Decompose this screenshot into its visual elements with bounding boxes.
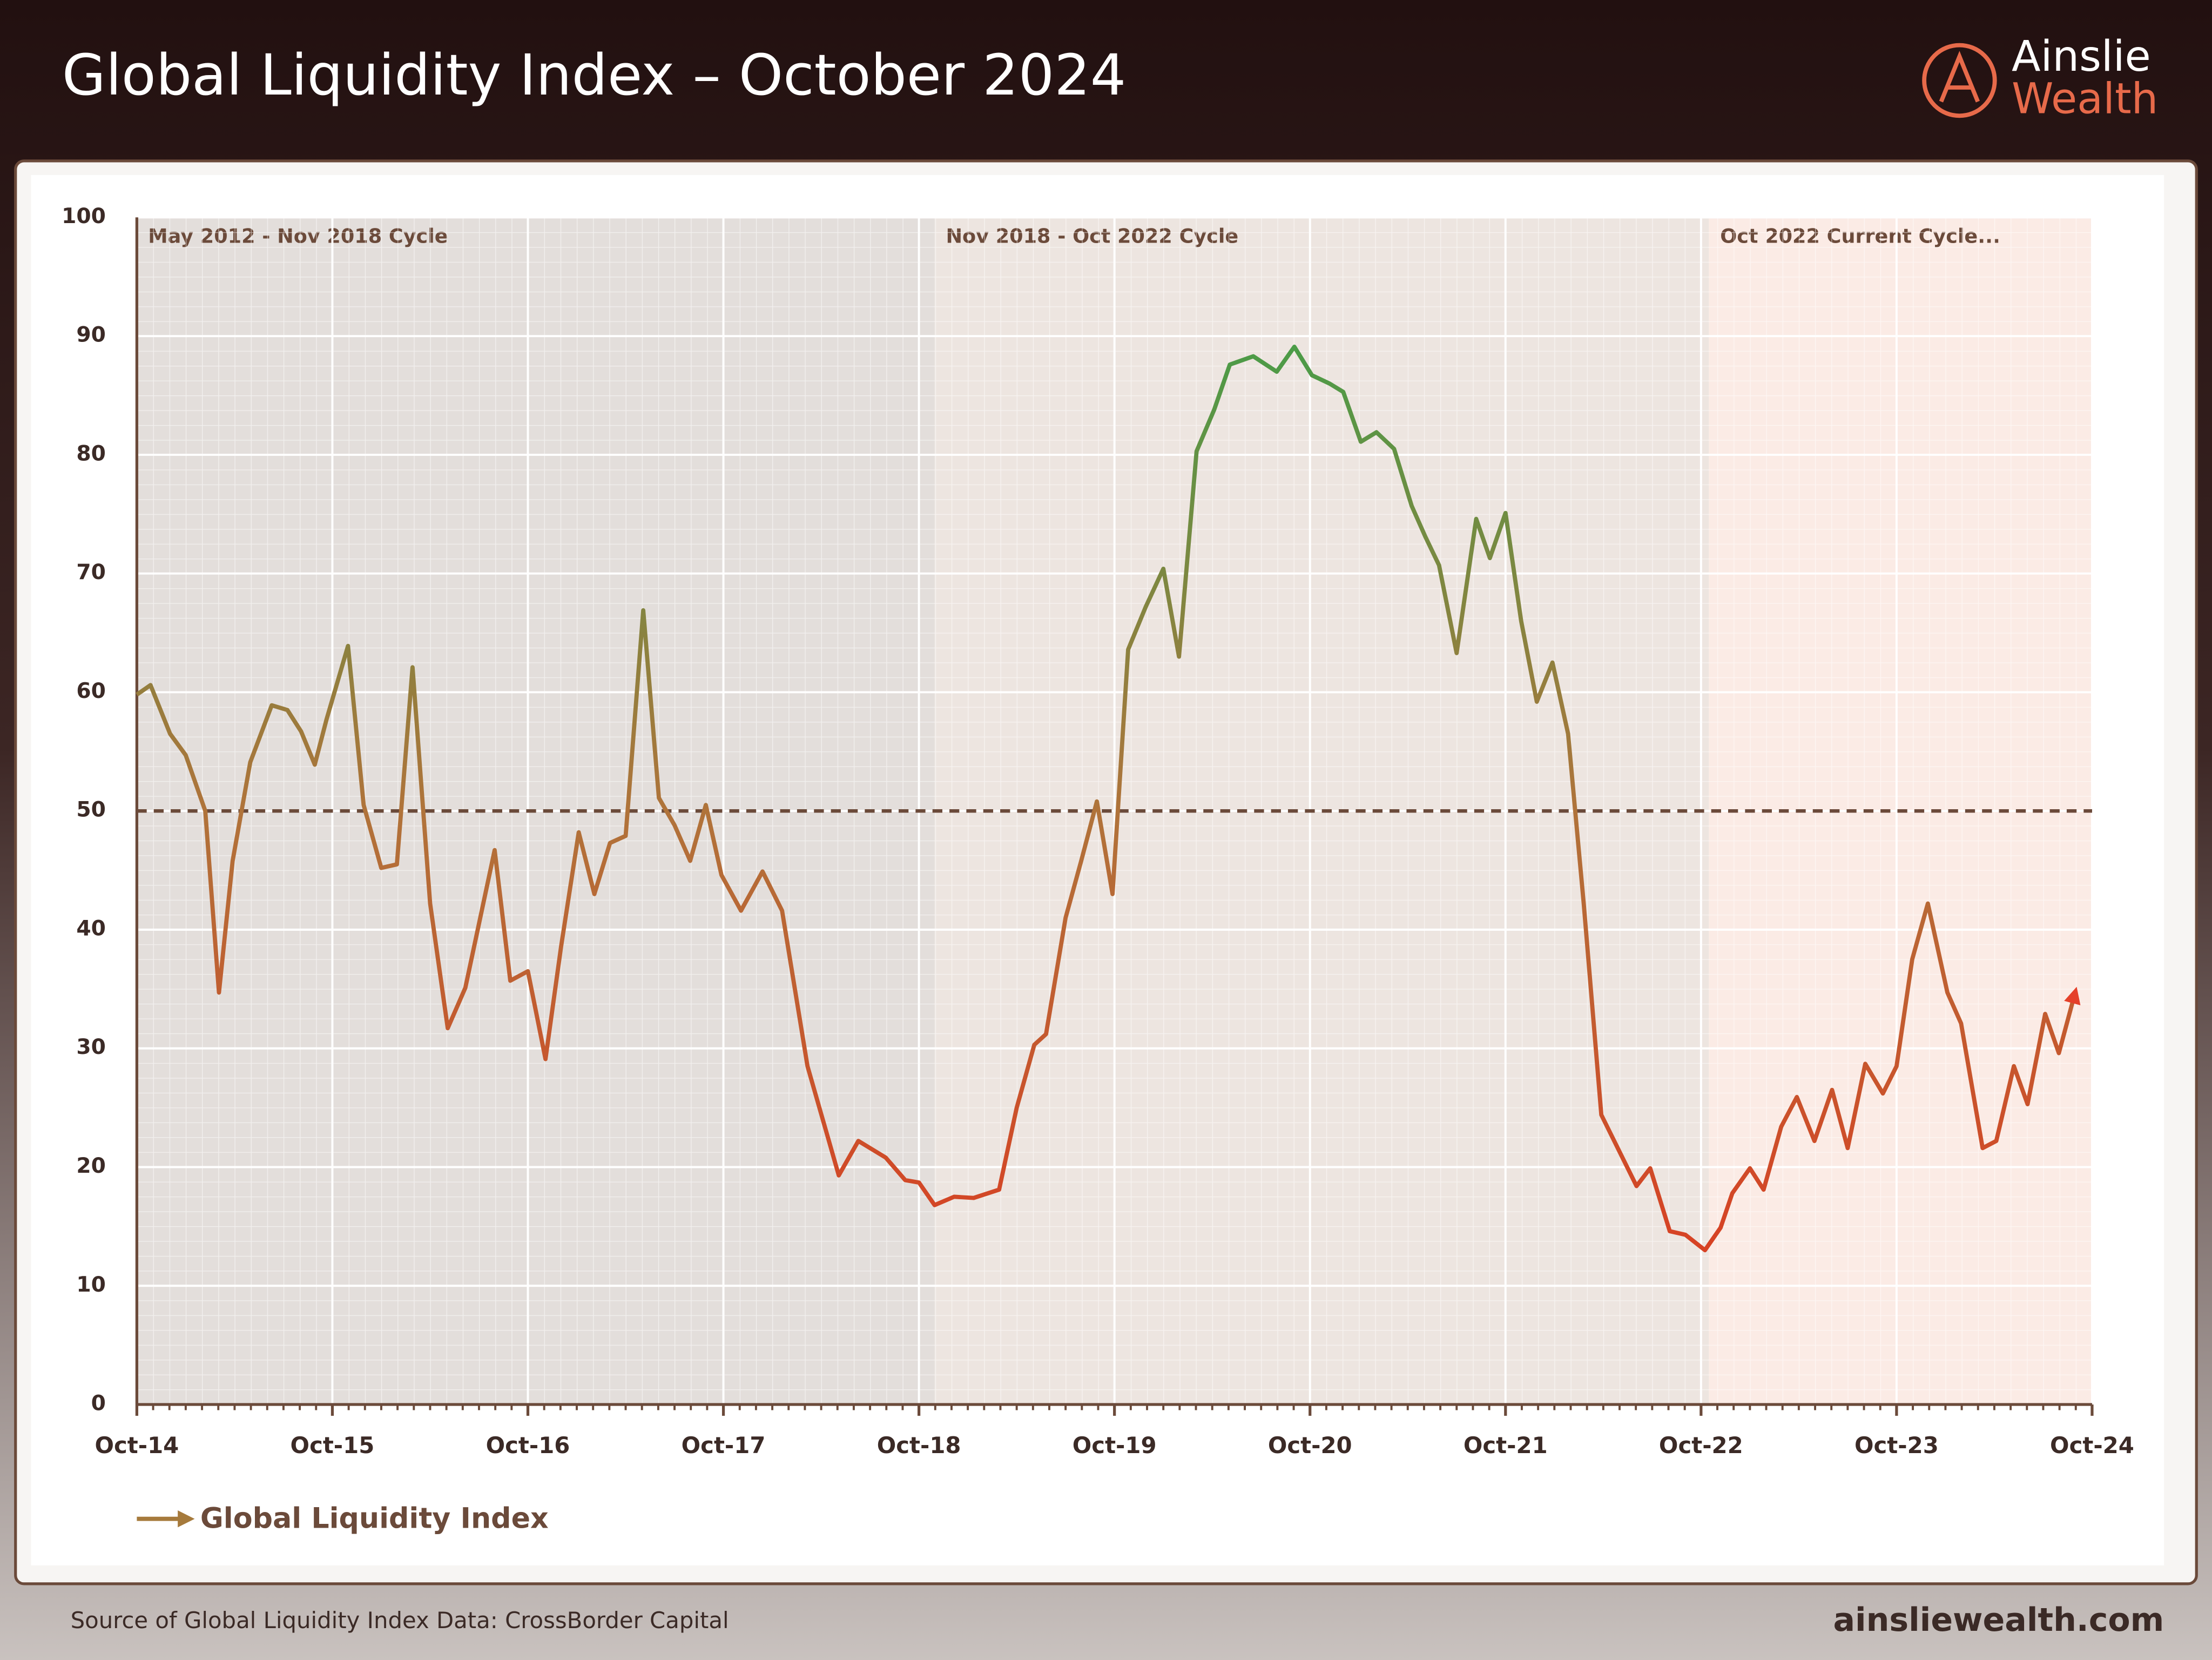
x-tick-label: Oct-24 xyxy=(2050,1432,2134,1459)
logo-text: Ainslie xyxy=(2012,32,2151,81)
page-title: Global Liquidity Index – October 2024 xyxy=(62,42,1126,108)
x-tick-label: Oct-16 xyxy=(486,1432,570,1459)
footer-source: Source of Global Liquidity Index Data: C… xyxy=(71,1607,729,1634)
y-tick-label: 20 xyxy=(76,1154,106,1178)
series-line xyxy=(136,345,2081,1253)
y-tick-label: 100 xyxy=(62,204,106,228)
footer-site: ainsliewealth.com xyxy=(1833,1601,2164,1639)
x-tick-label: Oct-20 xyxy=(1268,1432,1352,1459)
logo-mark xyxy=(1922,43,1997,118)
y-tick-label: 90 xyxy=(76,323,106,347)
y-tick-label: 70 xyxy=(76,560,106,584)
logo-text: Wealth xyxy=(2012,75,2158,124)
y-tick-label: 50 xyxy=(76,798,106,822)
x-tick-label: Oct-19 xyxy=(1073,1432,1157,1459)
x-tick-label: Oct-18 xyxy=(877,1432,961,1459)
logo: Ainslie Wealth xyxy=(1922,32,2158,124)
x-tick-label: Oct-14 xyxy=(95,1432,179,1459)
logo-mark xyxy=(1939,51,1980,103)
y-tick-label: 10 xyxy=(76,1273,106,1297)
x-tick-label: Oct-21 xyxy=(1464,1432,1548,1459)
y-tick-label: 0 xyxy=(91,1392,106,1416)
plot: May 2012 - Nov 2018 CycleNov 2018 - Oct … xyxy=(62,204,2134,1459)
x-tick-label: Oct-22 xyxy=(1659,1432,1743,1459)
y-tick-label: 40 xyxy=(76,916,106,940)
y-tick-label: 60 xyxy=(76,679,106,703)
x-tick-label: Oct-15 xyxy=(291,1432,375,1459)
x-tick-label: Oct-23 xyxy=(1854,1432,1939,1459)
y-tick-label: 80 xyxy=(76,441,106,466)
legend-label: Global Liquidity Index xyxy=(200,1502,549,1535)
y-tick-label: 30 xyxy=(76,1035,106,1059)
x-tick-label: Oct-17 xyxy=(682,1432,766,1459)
